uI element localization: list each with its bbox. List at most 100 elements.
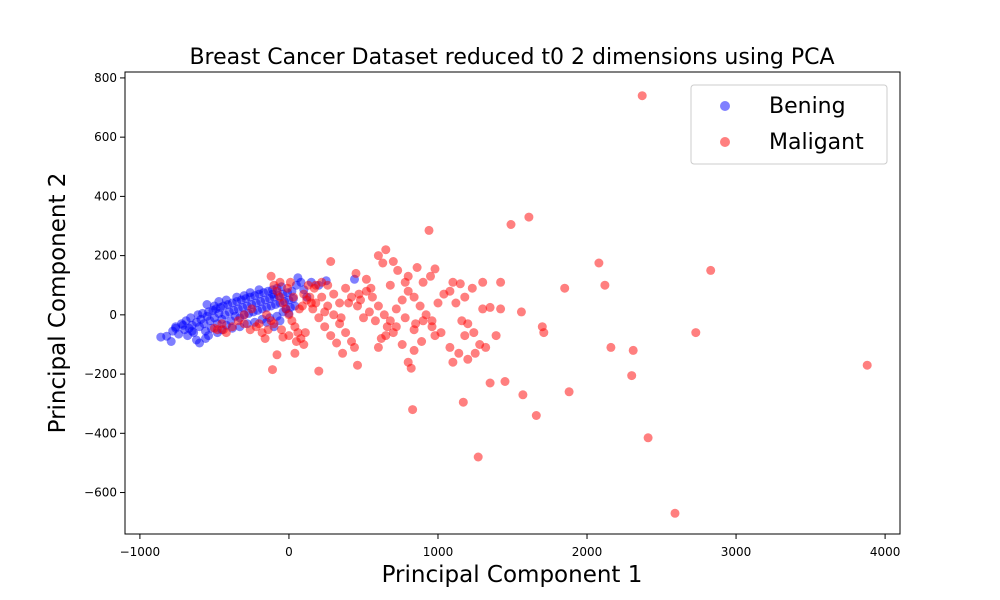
maligant-point: [426, 271, 435, 281]
maligant-point: [275, 277, 285, 287]
maligant-point: [411, 319, 421, 329]
maligant-point: [227, 322, 237, 332]
y-tick-label: 200: [94, 249, 117, 263]
maligant-point: [341, 328, 351, 338]
maligant-point: [266, 271, 276, 281]
x-tick-label: 3000: [721, 545, 752, 559]
maligant-point: [496, 304, 506, 314]
maligant-point: [370, 316, 380, 326]
bening-point: [221, 295, 231, 305]
maligant-point: [332, 338, 342, 348]
maligant-point: [277, 325, 286, 335]
legend-marker-bening: [720, 101, 730, 111]
bening-point: [171, 323, 181, 333]
maligant-point: [637, 91, 647, 101]
maligant-point: [524, 212, 534, 222]
maligant-point: [560, 283, 570, 293]
maligant-point: [460, 331, 470, 341]
maligant-point: [379, 310, 389, 320]
maligant-point: [445, 342, 455, 352]
bening-point: [178, 320, 188, 330]
legend-box: [690, 84, 888, 165]
maligant-point: [359, 313, 368, 323]
maligant-point: [299, 340, 309, 349]
maligant-point: [338, 348, 348, 358]
maligant-point: [335, 298, 345, 308]
maligant-point: [326, 257, 336, 266]
maligant-point: [594, 258, 604, 268]
maligant-point: [516, 307, 526, 317]
bening-point: [202, 300, 212, 309]
maligant-point: [391, 304, 401, 314]
maligant-point: [373, 342, 383, 352]
bening-point: [296, 277, 306, 287]
legend: Bening Maligant: [690, 84, 888, 165]
bening-point: [187, 326, 197, 336]
maligant-point: [320, 322, 330, 332]
x-axis-label: Principal Component 1: [382, 562, 643, 588]
chart-title: Breast Cancer Dataset reduced t0 2 dimen…: [189, 45, 834, 70]
maligant-point: [397, 295, 407, 305]
legend-label-bening: Bening: [769, 94, 846, 119]
maligant-point: [409, 345, 419, 355]
x-tick-label: −1000: [120, 545, 161, 559]
maligant-point: [366, 283, 376, 293]
maligant-point: [706, 265, 716, 275]
maligant-point: [269, 319, 279, 329]
plot-area-frame: [124, 71, 901, 535]
maligant-point: [311, 280, 321, 290]
maligant-point: [294, 304, 304, 314]
maligant-point: [326, 331, 336, 341]
maligant-point: [469, 328, 479, 338]
maligant-point: [300, 328, 310, 338]
maligant-point: [448, 277, 458, 287]
maligant-point: [564, 387, 574, 397]
maligant-point: [400, 313, 410, 323]
maligant-point: [473, 452, 483, 462]
maligant-point: [314, 313, 324, 323]
maligant-point: [518, 390, 528, 400]
y-tick-label: 0: [109, 308, 117, 322]
maligant-point: [388, 257, 398, 266]
maligant-point: [485, 302, 495, 312]
maligant-point: [233, 316, 243, 326]
maligant-point: [500, 377, 510, 386]
bening-point: [254, 285, 264, 295]
maligant-point: [408, 405, 418, 415]
maligant-point: [470, 348, 480, 358]
maligant-point: [381, 331, 391, 341]
maligant-point: [353, 301, 362, 311]
maligant-point: [329, 289, 339, 299]
maligant-point: [378, 258, 388, 268]
bening-point: [166, 337, 176, 346]
y-tick-label: −600: [84, 486, 117, 500]
y-tick-label: −200: [84, 367, 117, 381]
maligant-point: [351, 268, 361, 278]
maligant-point: [320, 307, 330, 317]
maligant-point: [361, 274, 371, 284]
y-tick-label: 600: [94, 130, 117, 144]
maligant-point: [285, 277, 295, 287]
data-points: [156, 91, 872, 518]
maligant-point: [485, 378, 495, 388]
legend-marker-maligant: [720, 137, 730, 147]
maligant-point: [247, 304, 257, 314]
bening-point: [239, 291, 249, 301]
maligant-point: [284, 331, 294, 341]
x-axis-ticks: −1000 0 1000 2000 3000 4000: [120, 534, 900, 559]
x-tick-label: 2000: [572, 545, 603, 559]
maligant-point: [424, 225, 434, 235]
maligant-point: [427, 322, 437, 332]
maligant-point: [539, 328, 549, 338]
maligant-point: [455, 279, 465, 289]
maligant-point: [691, 328, 701, 338]
maligant-point: [209, 323, 219, 333]
maligant-point: [263, 325, 273, 335]
maligant-point: [354, 289, 364, 299]
maligant-point: [463, 354, 473, 364]
maligant-point: [478, 304, 488, 314]
maligant-point: [341, 283, 351, 293]
maligant-point: [317, 292, 327, 302]
maligant-point: [481, 342, 491, 352]
